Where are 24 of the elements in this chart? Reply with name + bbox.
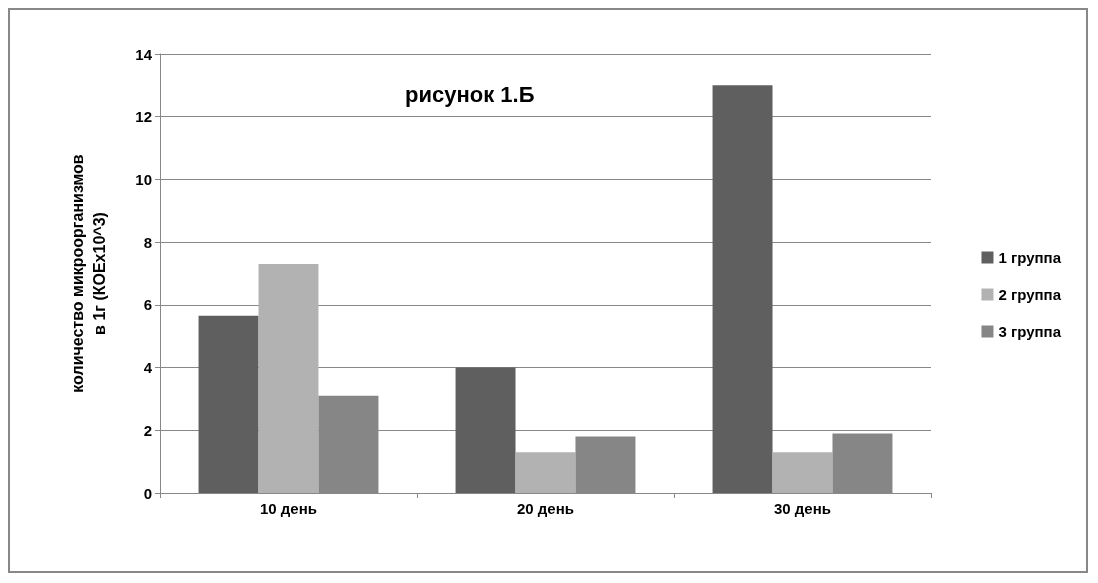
y-tick-label: 0 (143, 484, 152, 502)
legend-label: 3 группа (998, 323, 1062, 340)
y-tick-label: 8 (143, 233, 152, 251)
x-tick-label: 10 день (260, 500, 317, 517)
y-axis-title: количество микроорганизмов в 1г (КОЕх10^3) (68, 154, 108, 393)
x-tick-label: 20 день (517, 500, 574, 517)
y-tick-label: 12 (135, 108, 152, 126)
legend-label: 2 группа (998, 286, 1062, 303)
y-tick-label: 2 (143, 421, 152, 439)
text: рисунок 1.Б (405, 81, 535, 107)
bar (258, 264, 319, 493)
bar (515, 452, 576, 493)
bar (455, 367, 516, 493)
bar (712, 85, 773, 493)
x-tick-label: 30 день (774, 500, 831, 517)
y-tick-label: 14 (135, 45, 153, 63)
y-tick-label: 10 (135, 170, 152, 188)
bar (575, 436, 636, 493)
bar (772, 452, 833, 493)
bar (832, 433, 893, 493)
y-tick-label: 6 (143, 296, 152, 314)
bar (198, 315, 259, 493)
legend-label: 1 группа (998, 249, 1062, 266)
y-tick-label: 4 (143, 359, 153, 377)
